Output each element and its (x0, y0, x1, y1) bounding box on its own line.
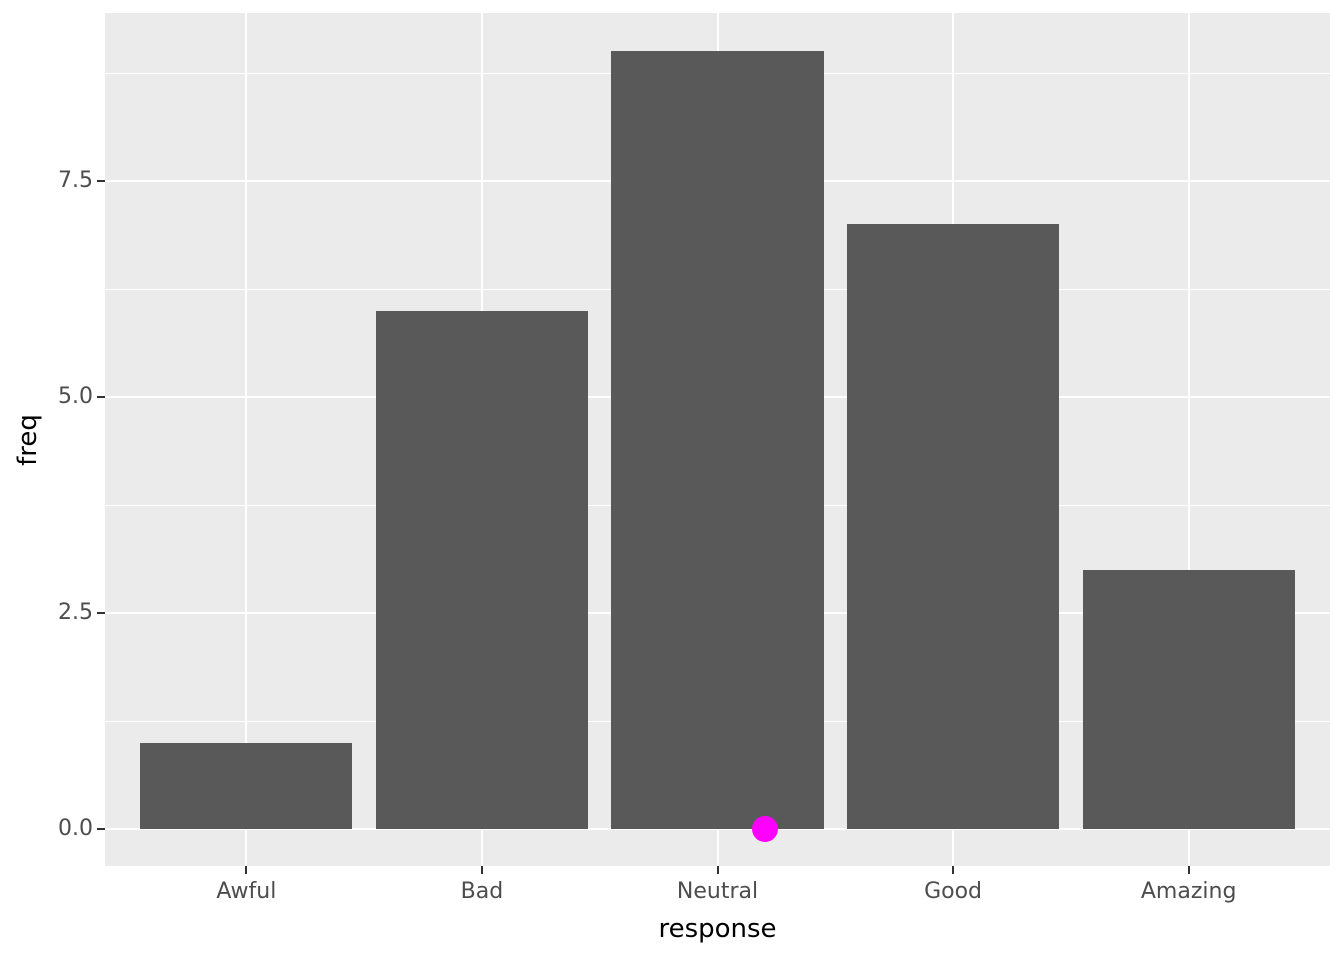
y-tick-label: 7.5 (58, 168, 93, 193)
y-tick-mark (97, 828, 105, 830)
bar-good (847, 224, 1060, 829)
x-tick-mark (480, 866, 483, 874)
x-tick-mark (1187, 866, 1190, 874)
bar-amazing (1082, 569, 1295, 829)
x-tick-label: Awful (216, 879, 277, 904)
bar-awful (140, 742, 353, 829)
y-axis-title: freq (13, 414, 43, 466)
x-tick-label: Amazing (1140, 879, 1237, 904)
y-tick-mark (97, 612, 105, 614)
bar-neutral (611, 51, 824, 829)
y-tick-label: 0.0 (58, 816, 93, 841)
y-tick-mark (97, 180, 105, 182)
y-tick-mark (97, 396, 105, 398)
x-tick-label: Bad (460, 879, 504, 904)
vertical-gridline (1187, 13, 1190, 866)
bar-bad (375, 310, 588, 829)
x-tick-mark (952, 866, 955, 874)
vertical-gridline (245, 13, 248, 866)
point-marker (751, 816, 778, 842)
y-tick-label: 5.0 (58, 384, 93, 409)
plot-panel (105, 13, 1330, 866)
x-tick-label: Neutral (676, 879, 759, 904)
y-tick-label: 2.5 (58, 600, 93, 625)
x-axis-title: response (658, 914, 777, 944)
x-tick-label: Good (924, 879, 983, 904)
x-tick-mark (716, 866, 719, 874)
x-tick-mark (245, 866, 248, 874)
